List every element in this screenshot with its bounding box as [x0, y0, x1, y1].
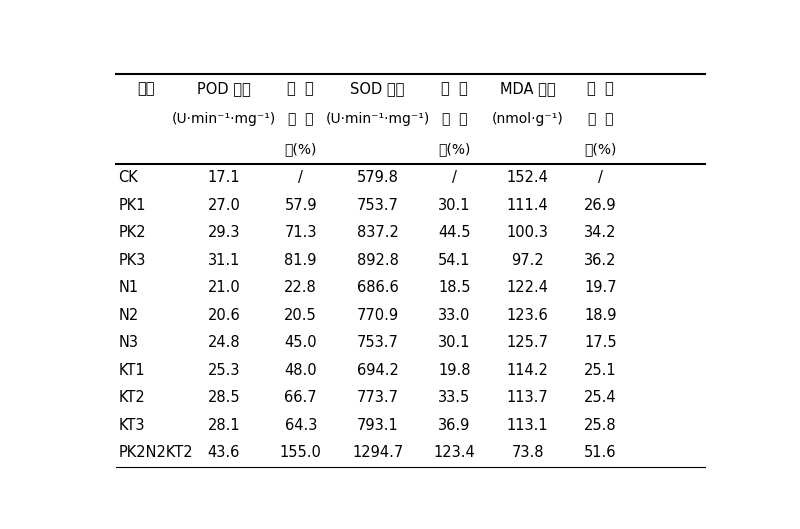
Text: 51.6: 51.6 — [584, 445, 617, 460]
Text: 加(%): 加(%) — [438, 142, 470, 156]
Text: 比  对: 比 对 — [441, 81, 468, 96]
Text: 36.9: 36.9 — [438, 418, 470, 433]
Text: 28.5: 28.5 — [207, 390, 240, 405]
Text: 113.1: 113.1 — [506, 418, 548, 433]
Text: 19.7: 19.7 — [584, 280, 617, 295]
Text: 125.7: 125.7 — [506, 335, 549, 350]
Text: 25.1: 25.1 — [584, 363, 617, 378]
Text: 66.7: 66.7 — [285, 390, 317, 405]
Text: 770.9: 770.9 — [357, 308, 398, 323]
Text: 64.3: 64.3 — [285, 418, 317, 433]
Text: 34.2: 34.2 — [584, 225, 617, 240]
Text: PK2: PK2 — [118, 225, 146, 240]
Text: 71.3: 71.3 — [285, 225, 317, 240]
Text: 17.5: 17.5 — [584, 335, 617, 350]
Text: 25.3: 25.3 — [208, 363, 240, 378]
Text: 753.7: 753.7 — [357, 335, 398, 350]
Text: 照  增: 照 增 — [442, 112, 467, 126]
Text: KT2: KT2 — [118, 390, 146, 405]
Text: /: / — [598, 170, 603, 185]
Text: 17.1: 17.1 — [207, 170, 240, 185]
Text: 24.8: 24.8 — [207, 335, 240, 350]
Text: 892.8: 892.8 — [357, 253, 398, 268]
Text: (U·min⁻¹·mg⁻¹): (U·min⁻¹·mg⁻¹) — [326, 112, 430, 126]
Text: 20.5: 20.5 — [284, 308, 317, 323]
Text: 114.2: 114.2 — [506, 363, 549, 378]
Text: 45.0: 45.0 — [285, 335, 317, 350]
Text: 比  对: 比 对 — [287, 81, 314, 96]
Text: 44.5: 44.5 — [438, 225, 470, 240]
Text: 30.1: 30.1 — [438, 335, 470, 350]
Text: 处理: 处理 — [138, 81, 155, 96]
Text: 122.4: 122.4 — [506, 280, 549, 295]
Text: 123.6: 123.6 — [506, 308, 548, 323]
Text: PK1: PK1 — [118, 198, 146, 213]
Text: 155.0: 155.0 — [280, 445, 322, 460]
Text: 694.2: 694.2 — [357, 363, 398, 378]
Text: 81.9: 81.9 — [285, 253, 317, 268]
Text: 48.0: 48.0 — [285, 363, 317, 378]
Text: 97.2: 97.2 — [511, 253, 544, 268]
Text: POD 活性: POD 活性 — [197, 81, 250, 96]
Text: 100.3: 100.3 — [506, 225, 549, 240]
Text: N1: N1 — [118, 280, 138, 295]
Text: 1294.7: 1294.7 — [352, 445, 403, 460]
Text: PK2N2KT2: PK2N2KT2 — [118, 445, 194, 460]
Text: 加(%): 加(%) — [285, 142, 317, 156]
Text: (nmol·g⁻¹): (nmol·g⁻¹) — [492, 112, 563, 126]
Text: 29.3: 29.3 — [208, 225, 240, 240]
Text: 31.1: 31.1 — [208, 253, 240, 268]
Text: 19.8: 19.8 — [438, 363, 470, 378]
Text: 686.6: 686.6 — [357, 280, 398, 295]
Text: 753.7: 753.7 — [357, 198, 398, 213]
Text: 36.2: 36.2 — [584, 253, 617, 268]
Text: 低(%): 低(%) — [584, 142, 617, 156]
Text: 33.0: 33.0 — [438, 308, 470, 323]
Text: 22.8: 22.8 — [284, 280, 317, 295]
Text: /: / — [452, 170, 457, 185]
Text: 793.1: 793.1 — [357, 418, 398, 433]
Text: 25.4: 25.4 — [584, 390, 617, 405]
Text: KT1: KT1 — [118, 363, 146, 378]
Text: 28.1: 28.1 — [207, 418, 240, 433]
Text: 579.8: 579.8 — [357, 170, 398, 185]
Text: N3: N3 — [118, 335, 138, 350]
Text: 57.9: 57.9 — [285, 198, 317, 213]
Text: 照  降: 照 降 — [588, 112, 614, 126]
Text: 54.1: 54.1 — [438, 253, 470, 268]
Text: 43.6: 43.6 — [208, 445, 240, 460]
Text: 152.4: 152.4 — [506, 170, 549, 185]
Text: 比  对: 比 对 — [587, 81, 614, 96]
Text: N2: N2 — [118, 308, 139, 323]
Text: 18.9: 18.9 — [584, 308, 617, 323]
Text: (U·min⁻¹·mg⁻¹): (U·min⁻¹·mg⁻¹) — [172, 112, 276, 126]
Text: 21.0: 21.0 — [207, 280, 240, 295]
Text: 30.1: 30.1 — [438, 198, 470, 213]
Text: CK: CK — [118, 170, 138, 185]
Text: 113.7: 113.7 — [506, 390, 548, 405]
Text: MDA 含量: MDA 含量 — [500, 81, 555, 96]
Text: 18.5: 18.5 — [438, 280, 470, 295]
Text: 照  增: 照 增 — [288, 112, 314, 126]
Text: 111.4: 111.4 — [506, 198, 548, 213]
Text: 837.2: 837.2 — [357, 225, 398, 240]
Text: 20.6: 20.6 — [207, 308, 240, 323]
Text: 73.8: 73.8 — [511, 445, 544, 460]
Text: 123.4: 123.4 — [434, 445, 475, 460]
Text: 27.0: 27.0 — [207, 198, 240, 213]
Text: 33.5: 33.5 — [438, 390, 470, 405]
Text: KT3: KT3 — [118, 418, 145, 433]
Text: PK3: PK3 — [118, 253, 146, 268]
Text: SOD 活性: SOD 活性 — [350, 81, 405, 96]
Text: /: / — [298, 170, 303, 185]
Text: 26.9: 26.9 — [584, 198, 617, 213]
Text: 773.7: 773.7 — [357, 390, 398, 405]
Text: 25.8: 25.8 — [584, 418, 617, 433]
